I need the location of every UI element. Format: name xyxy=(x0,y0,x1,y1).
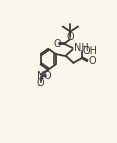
Text: O: O xyxy=(89,56,96,66)
Text: O: O xyxy=(53,39,61,49)
Text: -: - xyxy=(37,81,40,90)
Text: O: O xyxy=(43,71,51,81)
Text: NH: NH xyxy=(74,43,89,53)
Text: O: O xyxy=(67,32,74,42)
Text: OH: OH xyxy=(83,46,98,56)
Text: +: + xyxy=(40,70,46,79)
Text: N: N xyxy=(37,71,44,81)
Text: O: O xyxy=(37,78,45,88)
